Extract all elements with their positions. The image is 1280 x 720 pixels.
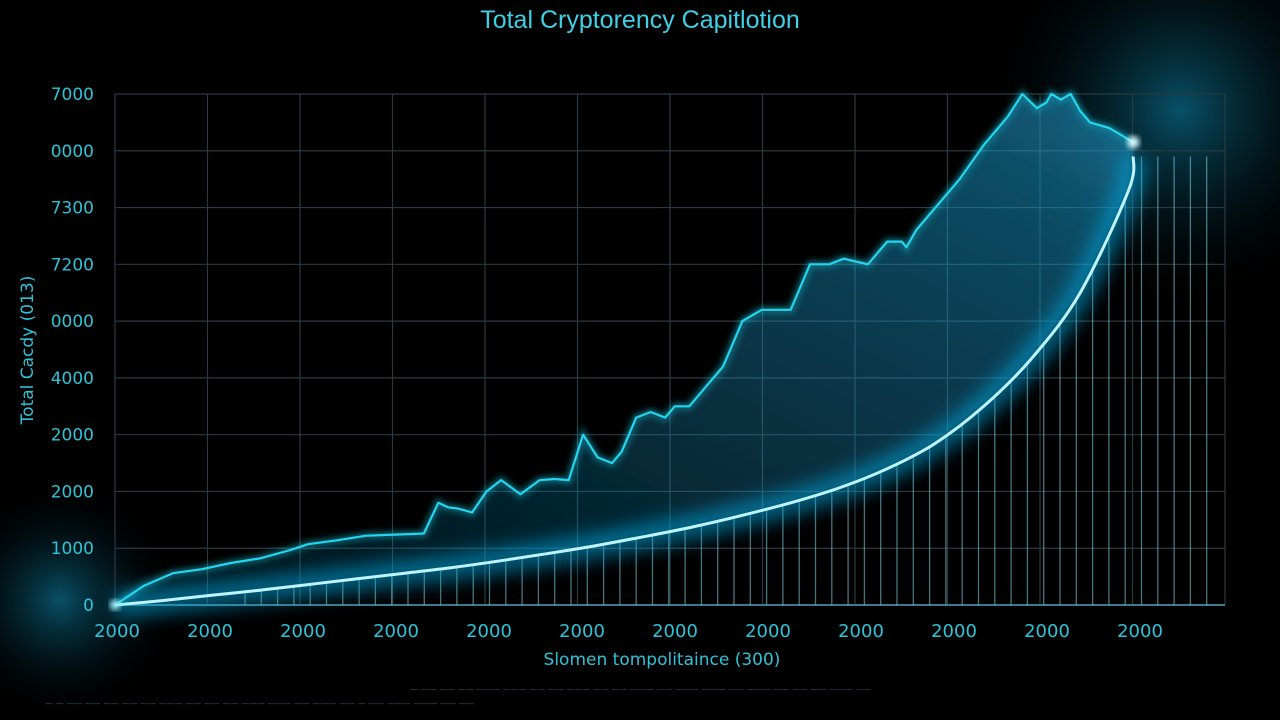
x-axis-ticks: 2000 2000 2000 2000 2000 2000 2000 2000 2000 2000… [94, 621, 1163, 642]
x-tick-label: 2000 [187, 621, 233, 642]
y-tick-label: 4000 [51, 369, 94, 389]
smooth-curve-line [114, 156, 1136, 607]
x-tick-label: 2000 [652, 621, 698, 642]
area-band [115, 94, 1134, 605]
end-point [1127, 136, 1140, 149]
y-tick-label: 7300 [51, 199, 94, 219]
x-tick-label: 2000 [1024, 621, 1070, 642]
y-axis-ticks: 0 1000 2000 2000 4000 0000 7200 7300 0000 7000 [51, 85, 94, 616]
x-tick-label: 2000 [1117, 621, 1163, 642]
y-tick-label: 7000 [51, 85, 94, 105]
y-tick-label: 0 [83, 596, 94, 616]
x-tick-label: 2000 [280, 621, 326, 642]
x-tick-label: 2000 [559, 621, 605, 642]
x-tick-label: 2000 [745, 621, 791, 642]
glow-bottom-left [0, 480, 180, 720]
chart-title: Total Cryptorency Capitlotion [480, 6, 800, 34]
grid [114, 93, 1226, 606]
plot-area [110, 87, 1147, 618]
y-tick-label: 2000 [51, 426, 94, 446]
y-tick-label: 0000 [51, 312, 94, 332]
x-tick-label: 2000 [94, 621, 140, 642]
y-tick-label: 1000 [51, 539, 94, 559]
y-tick-label: 0000 [51, 142, 94, 162]
x-axis-label: Slomen tompolitaince (300) [544, 650, 781, 670]
x-tick-label: 2000 [466, 621, 512, 642]
y-tick-label: 2000 [51, 482, 94, 502]
y-axis-label: Total Cacdy (013) [18, 276, 38, 426]
drop-lines [244, 156, 1208, 605]
series-line [114, 92, 1134, 606]
x-tick-label: 2000 [373, 621, 419, 642]
x-tick-label: 2000 [838, 621, 884, 642]
footnote-center: — —— —— —— ——— ——— —— —— ——— —— —— ——— —… [410, 685, 871, 694]
start-point [110, 600, 120, 610]
y-tick-label: 7200 [51, 255, 94, 275]
x-tick-label: 2000 [931, 621, 977, 642]
footnote-left: — — —— —— —— —— —— ——— —— —— —— ——— ——— … [45, 699, 474, 708]
